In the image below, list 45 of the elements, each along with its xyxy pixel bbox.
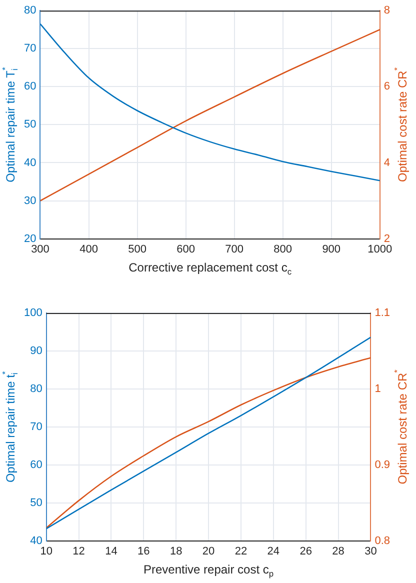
y-tick-label: 30 — [24, 194, 36, 207]
y-tick-label: 60 — [24, 80, 36, 93]
y2-tick-label: 4 — [384, 156, 390, 169]
x-tick-label: 12 — [72, 545, 85, 558]
y-tick-label: 70 — [30, 420, 42, 433]
y-tick-label: 100 — [24, 307, 42, 320]
x-tick-label: 14 — [105, 545, 118, 558]
y2-tick-label: 8 — [384, 4, 390, 17]
x-tick-label: 1000 — [368, 243, 392, 256]
y2-tick-label: 1.1 — [374, 307, 390, 320]
x-tick-label: 26 — [300, 545, 312, 558]
y-tick-label: 70 — [24, 42, 36, 55]
y-tick-label: 40 — [24, 156, 36, 169]
y2-tick-label: 0.8 — [374, 534, 390, 547]
x-tick-label: 16 — [138, 545, 150, 558]
y-axis-title: Optimal repair time Ti* — [0, 66, 20, 182]
x-tick-label: 300 — [31, 243, 50, 256]
x-tick-label: 700 — [225, 243, 244, 256]
x-tick-label: 28 — [332, 545, 344, 558]
x-tick-label: 500 — [128, 243, 146, 256]
y-tick-label: 50 — [24, 118, 36, 131]
x-tick-label: 600 — [176, 243, 195, 256]
y-tick-label: 90 — [30, 345, 42, 357]
y2-axis-title: Optimal cost rate CR* — [392, 368, 410, 484]
x-tick-label: 18 — [170, 545, 182, 558]
y2-tick-label: 6 — [384, 80, 390, 93]
y-tick-label: 80 — [30, 382, 42, 395]
y2-axis-title: Optimal cost rate CR* — [392, 66, 410, 182]
x-tick-label: 400 — [80, 243, 98, 256]
x-tick-label: 10 — [40, 545, 52, 558]
x-tick-label: 22 — [234, 545, 248, 558]
y2-tick-label: 1 — [374, 382, 381, 395]
y-tick-label: 60 — [30, 458, 42, 471]
y-axis-title: Optimal repair time ti* — [0, 370, 20, 483]
y-tick-label: 20 — [24, 232, 36, 245]
y-tick-label: 40 — [30, 534, 42, 547]
y2-tick-label: 0.9 — [374, 458, 390, 471]
y-tick-label: 50 — [30, 496, 42, 509]
x-tick-label: 20 — [202, 545, 215, 558]
x-tick-label: 800 — [274, 243, 292, 256]
x-tick-label: 900 — [322, 243, 341, 256]
y2-tick-label: 2 — [384, 232, 390, 245]
x-tick-label: 24 — [267, 545, 280, 558]
y-tick-label: 80 — [24, 4, 36, 17]
x-tick-label: 30 — [364, 545, 377, 558]
